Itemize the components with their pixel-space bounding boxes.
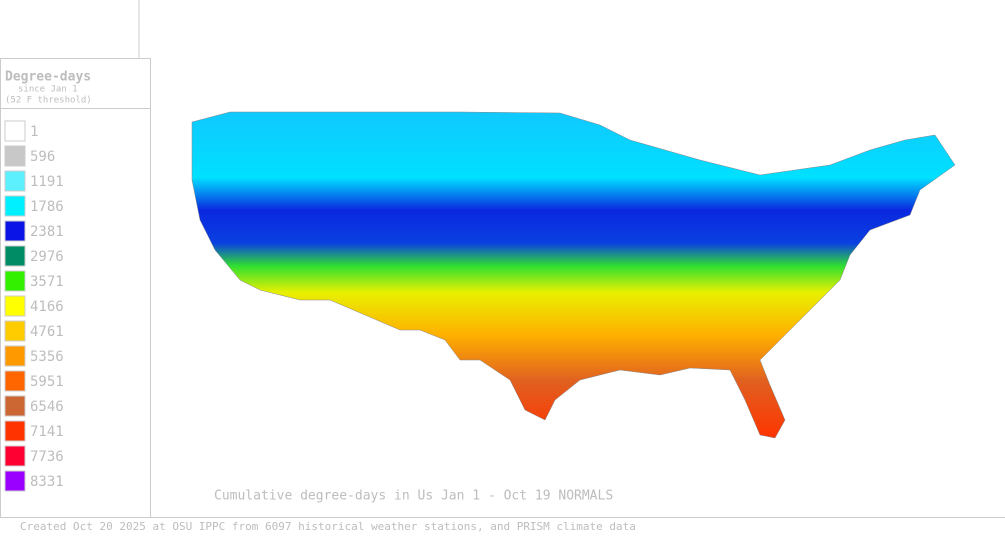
legend-swatch: [4, 420, 26, 442]
legend-label: 4166: [30, 299, 64, 315]
legend-subtitle: since Jan 1: [18, 85, 78, 95]
legend-swatch: [4, 120, 26, 142]
legend-label: 5356: [30, 349, 64, 365]
legend-label: 4761: [30, 324, 64, 340]
legend-swatch: [4, 470, 26, 492]
legend-label: 7736: [30, 449, 64, 465]
legend-swatch: [4, 220, 26, 242]
legend-label: 8331: [30, 474, 64, 490]
legend-label: 5951: [30, 374, 64, 390]
legend-swatch: [4, 245, 26, 267]
footer: Created Oct 20 2025 at OSU IPPC from 609…: [20, 520, 636, 533]
legend-swatch: [4, 445, 26, 467]
legend-label: 1191: [30, 174, 64, 190]
legend-swatch: [4, 170, 26, 192]
legend-label: 2381: [30, 224, 64, 240]
legend-label: 1786: [30, 199, 64, 215]
legend-title: Degree-days: [5, 70, 91, 85]
us-map: [191, 111, 956, 439]
legend-swatch: [4, 395, 26, 417]
legend-items: 1 596 1191 1786 2381 2976 3571 4166 4761 5356 5951…: [4, 120, 64, 492]
legend-box: [0, 58, 151, 518]
legend-label: 1: [30, 124, 38, 140]
legend-swatch: [4, 345, 26, 367]
legend-swatch: [4, 195, 26, 217]
legend-label: 7141: [30, 424, 64, 440]
legend-swatch: [4, 320, 26, 342]
legend-swatch: [4, 295, 26, 317]
legend-label: 3571: [30, 274, 64, 290]
map-title: Cumulative degree-days in Us Jan 1 - Oct…: [214, 489, 613, 504]
legend-swatch: [4, 270, 26, 292]
legend-note: (52 F threshold): [5, 96, 92, 106]
legend-swatch: [4, 370, 26, 392]
legend-label: 2976: [30, 249, 64, 265]
legend-label: 6546: [30, 399, 64, 415]
legend-swatch: [4, 145, 26, 167]
legend-label: 596: [30, 149, 55, 165]
